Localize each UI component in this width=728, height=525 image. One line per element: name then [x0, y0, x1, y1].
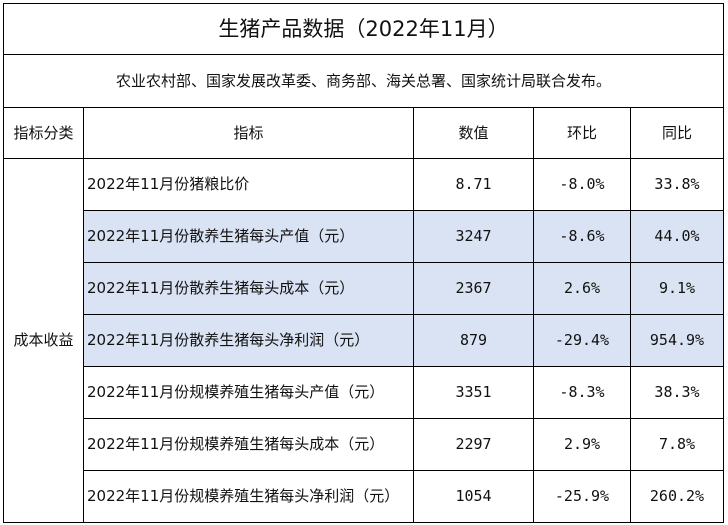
- value-cell: 8.71: [413, 158, 534, 211]
- indicator-cell: 2022年11月份散养生猪每头产值（元）: [83, 210, 414, 263]
- mom-cell: -8.0%: [533, 158, 631, 211]
- mom-cell: -8.3%: [533, 366, 631, 419]
- header-category: 指标分类: [3, 107, 84, 159]
- mom-cell: 2.6%: [533, 262, 631, 315]
- yoy-cell: 954.9%: [630, 314, 724, 367]
- table-row: 2022年11月份散养生猪每头成本（元） 2367 2.6% 9.1%: [4, 262, 724, 315]
- mom-cell: 2.9%: [533, 418, 631, 471]
- value-cell: 879: [413, 314, 534, 367]
- yoy-cell: 9.1%: [630, 262, 724, 315]
- yoy-cell: 38.3%: [630, 366, 724, 419]
- pig-product-data-table: 生猪产品数据（2022年11月） 农业农村部、国家发展改革委、商务部、海关总署、…: [3, 3, 724, 523]
- value-cell: 3351: [413, 366, 534, 419]
- indicator-cell: 2022年11月份规模养殖生猪每头成本（元）: [83, 418, 414, 471]
- indicator-cell: 2022年11月份猪粮比价: [83, 158, 414, 211]
- header-value: 数值: [413, 107, 534, 159]
- value-cell: 1054: [413, 470, 534, 523]
- yoy-cell: 260.2%: [630, 470, 724, 523]
- mom-cell: -25.9%: [533, 470, 631, 523]
- table-row: 成本收益 2022年11月份猪粮比价 8.71 -8.0% 33.8%: [3, 158, 724, 523]
- indicator-cell: 2022年11月份散养生猪每头成本（元）: [83, 262, 414, 315]
- indicator-cell: 2022年11月份规模养殖生猪每头产值（元）: [83, 366, 414, 419]
- table-subtitle: 农业农村部、国家发展改革委、商务部、海关总署、国家统计局联合发布。: [3, 54, 724, 108]
- category-cell: 成本收益: [3, 158, 84, 523]
- yoy-cell: 7.8%: [630, 418, 724, 471]
- table-row: 2022年11月份规模养殖生猪每头净利润（元） 1054 -25.9% 260.2%: [4, 470, 724, 523]
- table-row: 2022年11月份规模养殖生猪每头成本（元） 2297 2.9% 7.8%: [4, 418, 724, 471]
- table-row: 2022年11月份散养生猪每头产值（元） 3247 -8.6% 44.0%: [4, 210, 724, 263]
- header-mom: 环比: [533, 107, 631, 159]
- table-row: 2022年11月份规模养殖生猪每头产值（元） 3351 -8.3% 38.3%: [4, 366, 724, 419]
- table-row: 2022年11月份散养生猪每头净利润（元） 879 -29.4% 954.9%: [4, 314, 724, 367]
- mom-cell: -8.6%: [533, 210, 631, 263]
- value-cell: 2297: [413, 418, 534, 471]
- indicator-cell: 2022年11月份规模养殖生猪每头净利润（元）: [83, 470, 414, 523]
- header-indicator: 指标: [83, 107, 414, 159]
- mom-cell: -29.4%: [533, 314, 631, 367]
- header-yoy: 同比: [630, 107, 724, 159]
- table-title: 生猪产品数据（2022年11月）: [3, 3, 724, 55]
- yoy-cell: 44.0%: [630, 210, 724, 263]
- indicator-cell: 2022年11月份散养生猪每头净利润（元）: [83, 314, 414, 367]
- value-cell: 3247: [413, 210, 534, 263]
- yoy-cell: 33.8%: [630, 158, 724, 211]
- value-cell: 2367: [413, 262, 534, 315]
